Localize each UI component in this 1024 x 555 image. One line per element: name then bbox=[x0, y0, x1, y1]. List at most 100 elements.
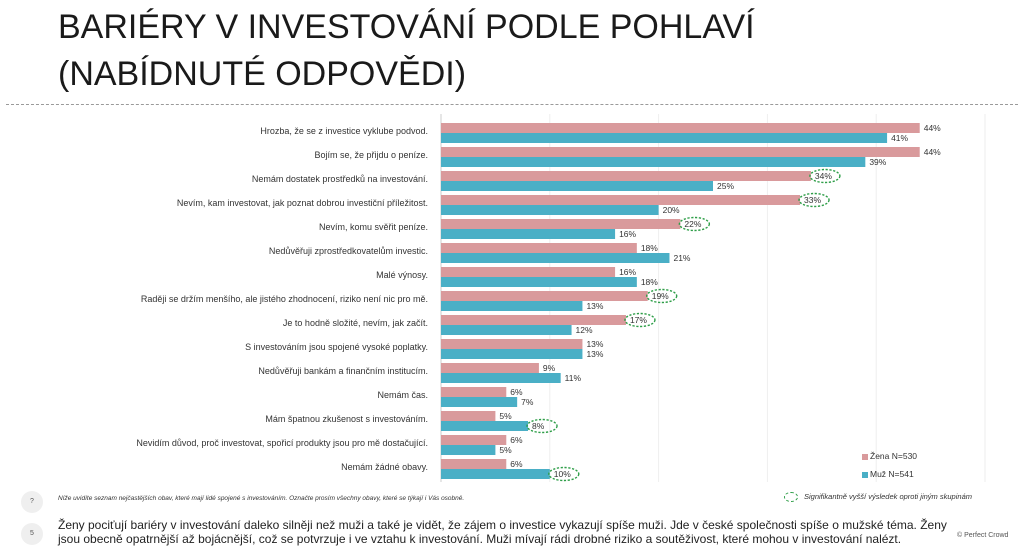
data-label: 6% bbox=[510, 435, 523, 445]
data-label: 33% bbox=[804, 195, 821, 205]
data-label: 6% bbox=[510, 459, 523, 469]
data-label: 8% bbox=[532, 421, 545, 431]
bar-muz bbox=[441, 253, 670, 263]
category-label: Nedůvěřuji zprostředkovatelům investic. bbox=[269, 246, 428, 256]
bar-zena bbox=[441, 363, 539, 373]
bar-muz bbox=[441, 181, 713, 191]
category-label: Malé výnosy. bbox=[376, 270, 428, 280]
data-label: 19% bbox=[652, 291, 669, 301]
data-label: 10% bbox=[554, 469, 571, 479]
data-label: 39% bbox=[869, 157, 886, 167]
category-label: Nedůvěřuji bankám a finančním institucím… bbox=[258, 366, 428, 376]
page-title: BARIÉRY V INVESTOVÁNÍ PODLE POHLAVÍ (NAB… bbox=[58, 4, 958, 98]
category-label: Hrozba, že se z investice vyklube podvod… bbox=[260, 126, 428, 136]
data-label: 20% bbox=[663, 205, 680, 215]
bar-zena bbox=[441, 387, 507, 397]
data-label: 9% bbox=[543, 363, 556, 373]
title-line-2: (NABÍDNUTÉ ODPOVĚDI) bbox=[58, 55, 467, 93]
title-line-1: BARIÉRY V INVESTOVÁNÍ PODLE POHLAVÍ bbox=[58, 8, 755, 46]
bar-muz bbox=[441, 397, 518, 407]
significance-marker bbox=[809, 168, 841, 184]
data-label: 34% bbox=[815, 171, 832, 181]
bar-muz bbox=[441, 469, 550, 479]
data-label: 18% bbox=[641, 277, 658, 287]
data-label: 11% bbox=[565, 373, 582, 383]
bar-muz bbox=[441, 325, 572, 335]
data-label: 5% bbox=[499, 411, 512, 421]
data-label: 6% bbox=[510, 387, 523, 397]
significance-marker bbox=[548, 466, 580, 482]
bar-zena bbox=[441, 435, 507, 445]
category-label: Nemám dostatek prostředků na investování… bbox=[252, 174, 428, 184]
title-divider bbox=[6, 104, 1018, 105]
data-label: 7% bbox=[521, 397, 534, 407]
legend-swatch-muz bbox=[862, 471, 868, 478]
significance-marker bbox=[798, 192, 830, 208]
legend-item-zena: Žena N=530 bbox=[862, 451, 917, 461]
category-label: Nevím, kam investovat, jak poznat dobrou… bbox=[177, 198, 428, 208]
significance-marker bbox=[624, 312, 656, 328]
significance-oval-icon bbox=[784, 492, 798, 503]
category-label: Bojím se, že přijdu o peníze. bbox=[314, 150, 428, 160]
bar-muz bbox=[441, 301, 583, 311]
bar-muz bbox=[441, 205, 659, 215]
bar-zena bbox=[441, 195, 801, 205]
category-label: Mám špatnou zkušenost s investováním. bbox=[265, 414, 428, 424]
category-label: Nemám čas. bbox=[377, 390, 428, 400]
data-label: 13% bbox=[586, 301, 603, 311]
bar-muz bbox=[441, 445, 496, 455]
category-label: Nevím, komu svěřit peníze. bbox=[319, 222, 428, 232]
category-label: Nemám žádné obavy. bbox=[341, 462, 428, 472]
data-label: 5% bbox=[499, 445, 512, 455]
data-label: 44% bbox=[924, 147, 941, 157]
data-label: 17% bbox=[630, 315, 647, 325]
bar-muz bbox=[441, 277, 637, 287]
bar-muz bbox=[441, 157, 866, 167]
legend-swatch-zena bbox=[862, 453, 868, 460]
copyright: © Perfect Crowd bbox=[957, 532, 1009, 539]
significance-marker bbox=[526, 418, 558, 434]
bar-zena bbox=[441, 459, 507, 469]
bar-muz bbox=[441, 229, 616, 239]
significance-marker bbox=[646, 288, 678, 304]
bar-muz bbox=[441, 373, 561, 383]
bar-zena bbox=[441, 411, 496, 421]
bar-muz bbox=[441, 421, 529, 431]
data-label: 21% bbox=[673, 253, 690, 263]
bar-zena bbox=[441, 219, 681, 229]
legend-label-muz: Muž N=541 bbox=[870, 469, 914, 479]
summary-text: Ženy pociťují bariéry v investování dale… bbox=[58, 518, 947, 546]
bar-zena bbox=[441, 315, 626, 325]
data-label: 22% bbox=[684, 219, 701, 229]
category-label: Raději se držím menšího, ale jistého zho… bbox=[141, 294, 428, 304]
legend-item-muz: Muž N=541 bbox=[862, 469, 914, 479]
data-label: 13% bbox=[586, 349, 603, 359]
data-label: 18% bbox=[641, 243, 658, 253]
bar-zena bbox=[441, 123, 920, 133]
question-note: Níže uvidíte seznam nejčastějších obav, … bbox=[58, 495, 465, 502]
bar-zena bbox=[441, 171, 811, 181]
significance-marker bbox=[678, 216, 711, 232]
question-icon: ? bbox=[21, 491, 43, 513]
bar-muz bbox=[441, 349, 583, 359]
data-label: 25% bbox=[717, 181, 734, 191]
bar-zena bbox=[441, 291, 648, 301]
bar-zena bbox=[441, 267, 616, 277]
data-label: 16% bbox=[619, 267, 636, 277]
data-label: 44% bbox=[924, 123, 941, 133]
page-number: 5 bbox=[21, 523, 43, 545]
category-label: Nevidím důvod, proč investovat, spořicí … bbox=[136, 438, 428, 448]
bar-zena bbox=[441, 147, 920, 157]
bar-chart: Hrozba, že se z investice vyklube podvod… bbox=[136, 114, 986, 482]
data-label: 41% bbox=[891, 133, 908, 143]
data-label: 16% bbox=[619, 229, 636, 239]
bar-zena bbox=[441, 243, 637, 253]
legend-label-zena: Žena N=530 bbox=[870, 451, 918, 461]
category-label: Je to hodně složité, nevím, jak začít. bbox=[283, 318, 428, 328]
category-label: S investováním jsou spojené vysoké popla… bbox=[245, 342, 428, 352]
significance-note-text: Signifikantně vyšší výsledek oproti jiný… bbox=[804, 492, 972, 501]
bar-muz bbox=[441, 133, 888, 143]
data-label: 12% bbox=[576, 325, 593, 335]
bar-zena bbox=[441, 339, 583, 349]
significance-note: Signifikantně vyšší výsledek oproti jiný… bbox=[784, 492, 972, 503]
